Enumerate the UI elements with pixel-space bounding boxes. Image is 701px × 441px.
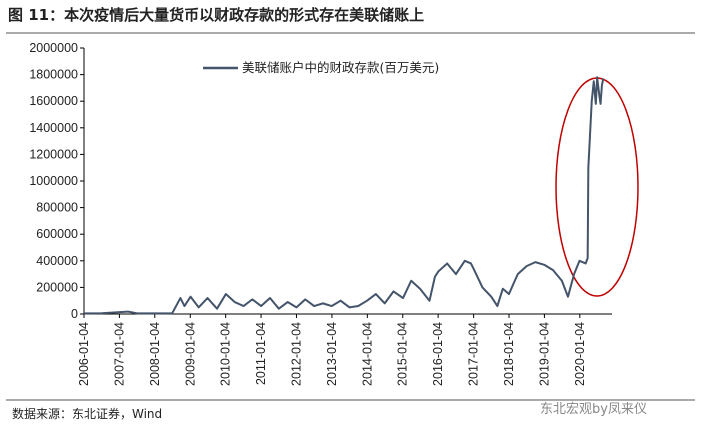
y-tick-label: 400000 [36,254,78,268]
y-tick-label: 1000000 [29,174,78,188]
x-tick-label: 2008-01-04 [148,322,162,386]
x-tick-label: 2017-01-04 [467,322,481,386]
x-tick-label: 2011-01-04 [254,322,268,385]
y-tick-label: 1400000 [29,121,78,135]
x-tick-label: 2020-01-04 [573,322,587,386]
x-tick-label: 2010-01-04 [219,322,233,386]
x-tick-label: 2009-01-04 [183,322,197,386]
source: 数据来源：东北证券，Wind [12,406,162,421]
y-tick-label: 1800000 [29,68,78,82]
x-tick-label: 2007-01-04 [112,322,126,386]
highlight-ellipse [555,77,639,297]
y-tick-label: 1200000 [29,147,78,161]
x-tick-label: 2015-01-04 [396,322,410,386]
legend-label: 美联储账户中的财政存款(百万美元) [242,60,439,75]
y-tick-label: 2000000 [29,41,78,55]
x-tick-label: 2018-01-04 [502,322,516,386]
x-tick-label: 2006-01-04 [77,322,91,386]
watermark: 东北宏观by凤来仪 [540,402,647,417]
x-tick-label: 2019-01-04 [537,322,551,386]
y-tick-label: 600000 [36,227,78,241]
x-tick-label: 2014-01-04 [360,322,374,386]
y-tick-label: 0 [71,307,78,321]
data-line [83,76,605,315]
x-tick-label: 2012-01-04 [289,322,303,386]
x-tick-label: 2016-01-04 [431,322,445,386]
y-tick-label: 800000 [36,201,78,215]
y-tick-label: 200000 [36,280,78,294]
x-tick-label: 2013-01-04 [325,322,339,386]
y-tick-label: 1600000 [29,94,78,108]
chart-title: 图 11：本次疫情后大量货币以财政存款的形式存在美联储账上 [8,6,424,24]
